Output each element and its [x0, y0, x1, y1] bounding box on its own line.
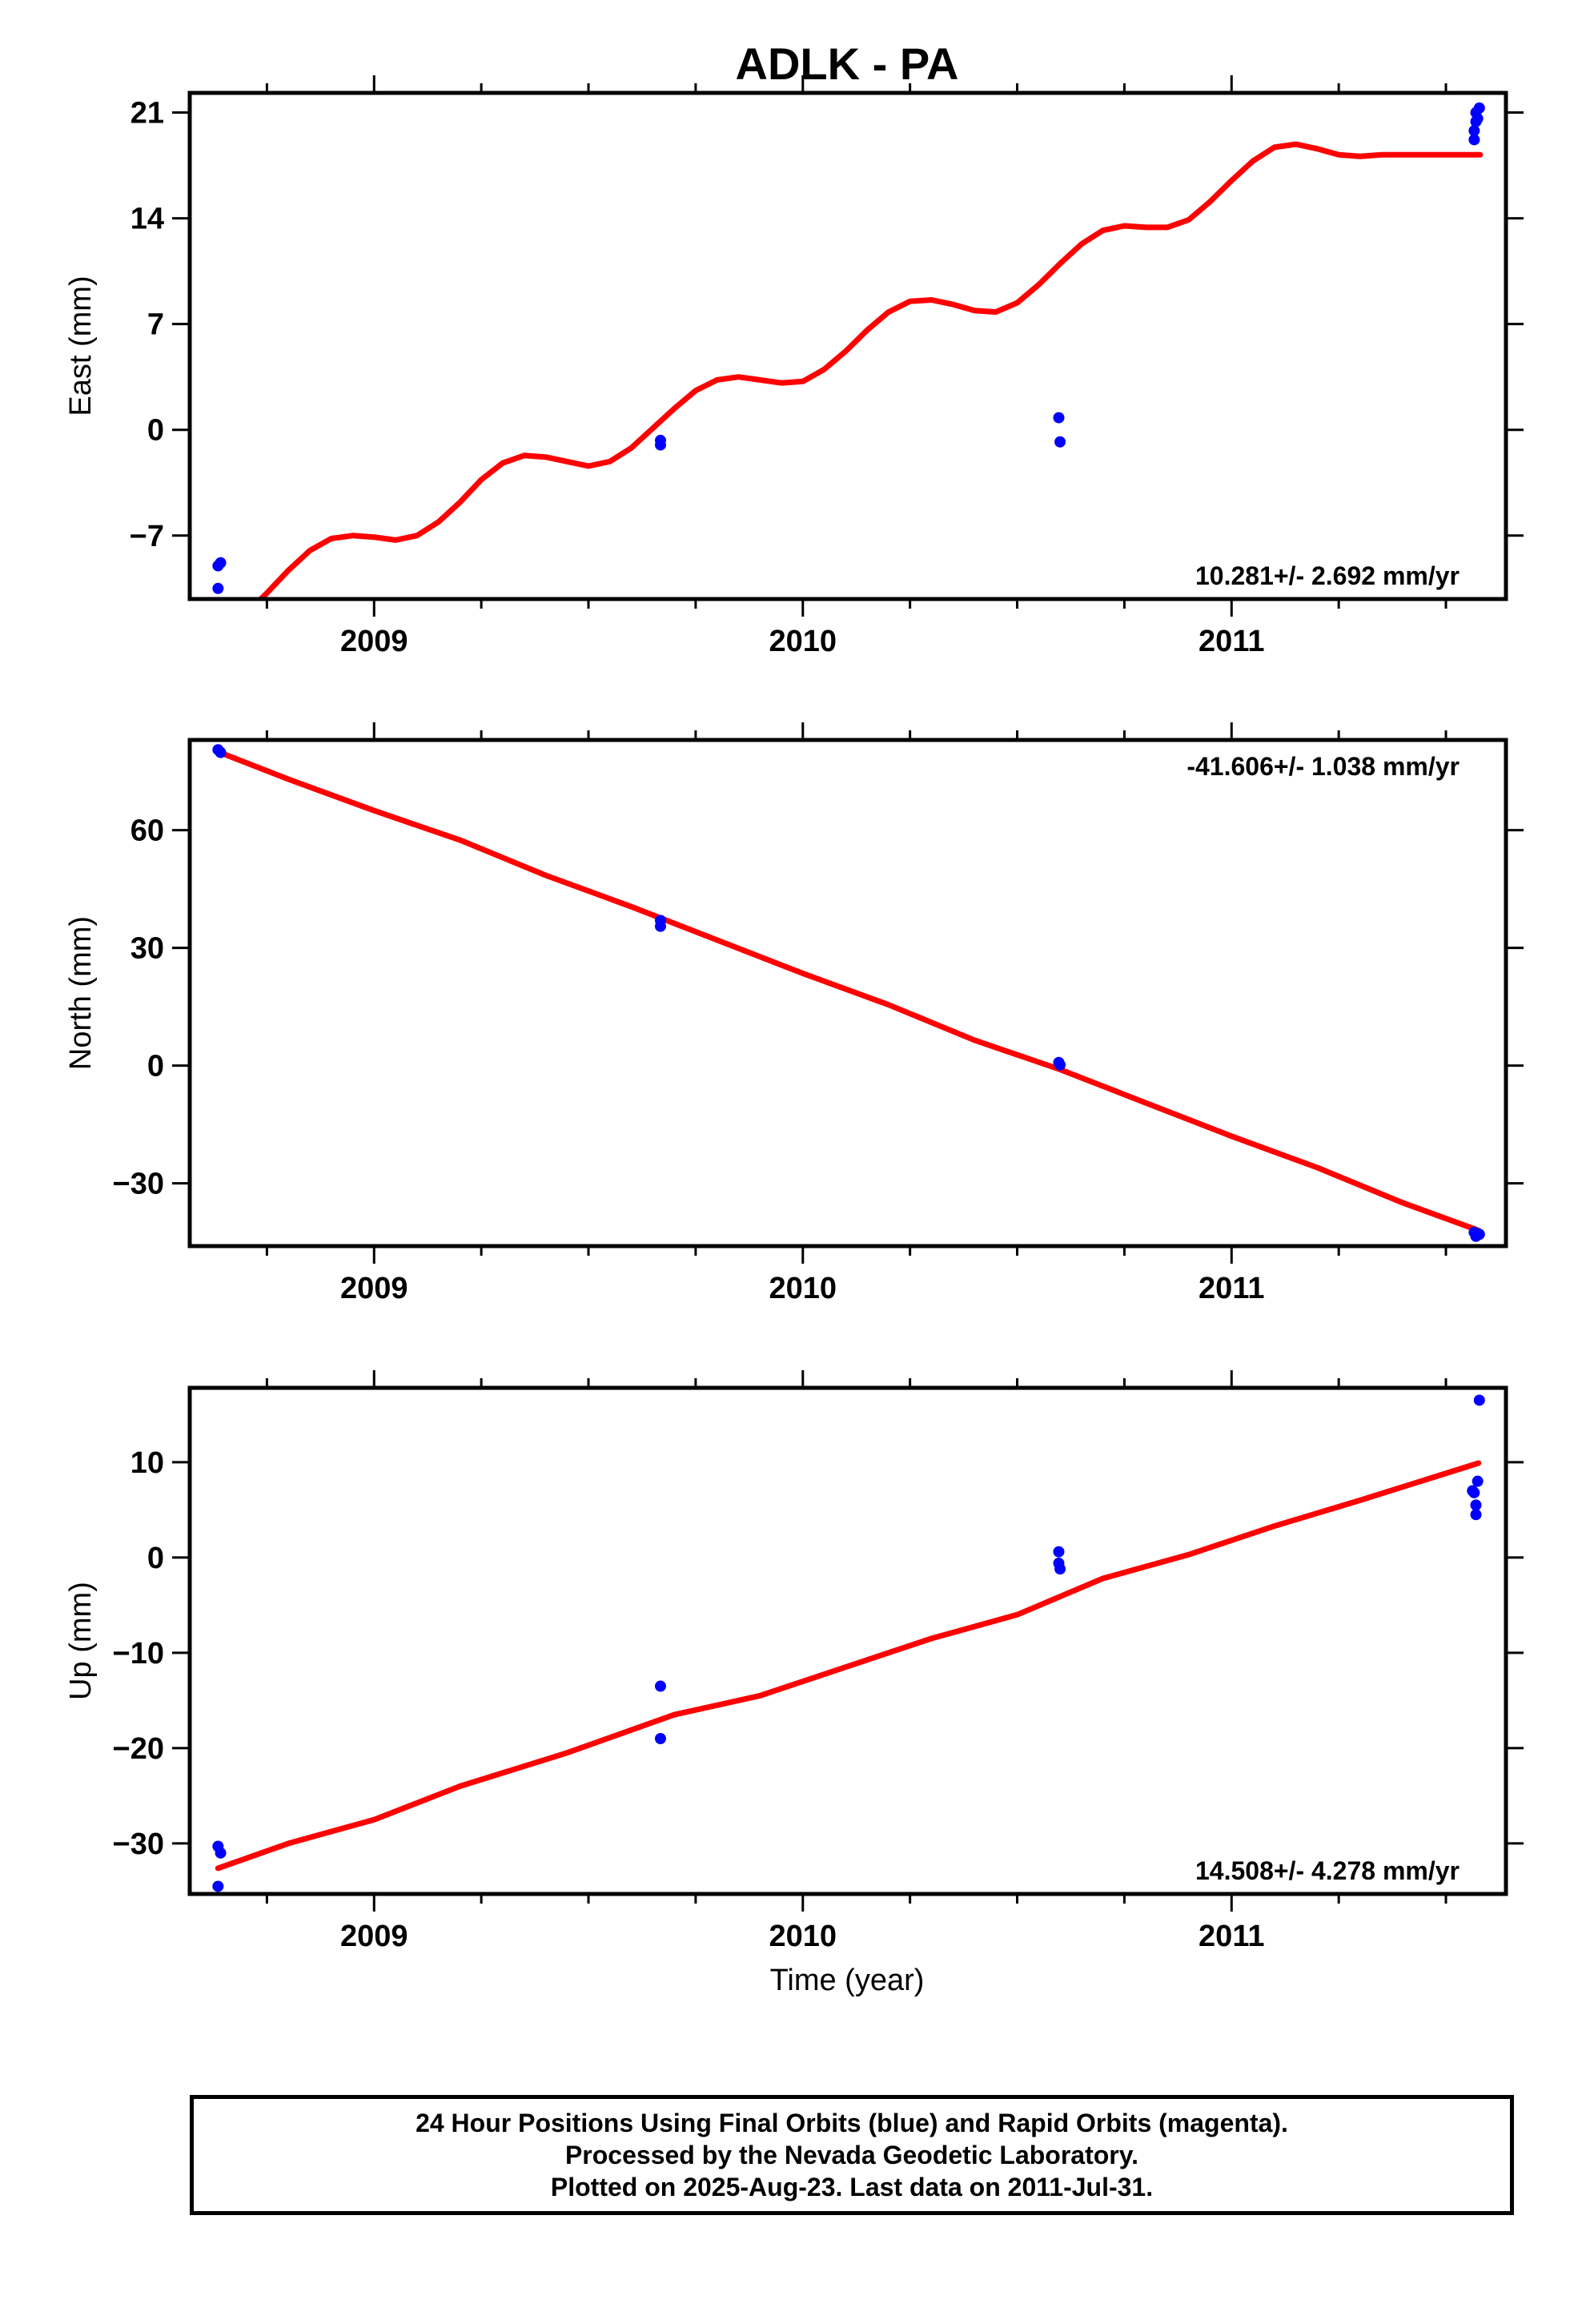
velocity-label: -41.606+/- 1.038 mm/yr — [1186, 752, 1460, 781]
footer-line-2: Processed by the Nevada Geodetic Laborat… — [564, 2141, 1139, 2169]
chart-title: ADLK - PA — [736, 38, 959, 89]
data-point — [1054, 436, 1066, 448]
y-tick-label: −7 — [130, 520, 164, 553]
y-axis-label: North (mm) — [64, 916, 98, 1070]
y-tick-label: 30 — [130, 932, 164, 966]
velocity-label: 10.281+/- 2.692 mm/yr — [1195, 561, 1460, 590]
fit-line — [215, 749, 1482, 1233]
footer-line-3: Plotted on 2025-Aug-23. Last data on 201… — [550, 2173, 1154, 2201]
y-tick-label: 14 — [130, 203, 164, 236]
data-point — [215, 557, 227, 569]
x-tick-label: 2011 — [1199, 1920, 1264, 1953]
y-tick-label: −30 — [113, 1827, 164, 1861]
data-point — [215, 746, 227, 758]
footer-line-1: 24 Hour Positions Using Final Orbits (bl… — [416, 2109, 1288, 2137]
x-tick-label: 2011 — [1199, 1272, 1264, 1305]
y-tick-label: 10 — [130, 1446, 164, 1480]
data-point — [654, 434, 666, 446]
x-tick-label: 2009 — [340, 1272, 408, 1305]
data-point — [1472, 1475, 1484, 1487]
y-tick-label: 0 — [147, 1542, 164, 1575]
plot-area — [212, 744, 1485, 1242]
data-point — [1468, 125, 1480, 137]
data-point — [1473, 1394, 1485, 1406]
plot-frame — [187, 738, 1508, 1248]
velocity-label: 14.508+/- 4.278 mm/yr — [1195, 1856, 1460, 1885]
data-point — [1470, 1509, 1482, 1521]
footer-box: 24 Hour Positions Using Final Orbits (bl… — [190, 2095, 1514, 2215]
y-axis-label: East (mm) — [64, 275, 98, 416]
data-point — [212, 1880, 224, 1892]
fit-line — [215, 1460, 1482, 1872]
data-point — [654, 1732, 666, 1744]
plot-frame — [187, 90, 1508, 601]
x-tick-label: 2010 — [769, 1272, 837, 1305]
data-point — [654, 920, 666, 932]
data-point — [212, 582, 224, 594]
data-point — [1473, 1228, 1485, 1240]
up-panel: 10 0 −10 −20 −30 2009 2010 2011 Up (mm) 14.508+/-… — [64, 1370, 1524, 1953]
data-point — [1054, 1563, 1066, 1575]
data-point — [1467, 1485, 1479, 1497]
data-point — [1053, 412, 1065, 424]
data-point — [215, 1847, 227, 1859]
y-tick-label: 0 — [147, 414, 164, 448]
north-panel: 60 30 0 −30 2009 2010 2011 North (mm) -41.606+/-… — [64, 722, 1524, 1305]
data-point — [1054, 1059, 1066, 1071]
x-tick-label: 2009 — [340, 1920, 408, 1953]
y-tick-label: −30 — [113, 1168, 164, 1201]
y-tick-label: 21 — [130, 97, 164, 131]
plot-area — [212, 102, 1485, 599]
x-tick-label: 2010 — [769, 1920, 837, 1953]
data-point — [654, 1680, 666, 1692]
fit-line — [256, 141, 1484, 599]
y-tick-label: 0 — [147, 1050, 164, 1084]
plot-area — [212, 1394, 1485, 1892]
data-point — [1053, 1546, 1065, 1558]
east-panel: 21 14 7 0 −7 2009 2010 2011 East (mm) 10.281+/- 2… — [64, 75, 1524, 658]
y-tick-label: −10 — [113, 1637, 164, 1671]
y-tick-label: 60 — [130, 814, 164, 848]
plot-frame — [187, 1385, 1508, 1896]
y-tick-label: −20 — [113, 1732, 164, 1766]
y-tick-label: 7 — [147, 308, 164, 342]
x-tick-label: 2009 — [340, 625, 408, 658]
data-point — [1468, 134, 1480, 146]
x-tick-label: 2011 — [1199, 625, 1264, 658]
data-point — [1470, 1499, 1482, 1511]
y-axis-label: Up (mm) — [64, 1582, 98, 1700]
data-point — [1473, 102, 1485, 114]
x-axis-label: Time (year) — [770, 1964, 925, 1997]
x-tick-label: 2010 — [769, 625, 837, 658]
